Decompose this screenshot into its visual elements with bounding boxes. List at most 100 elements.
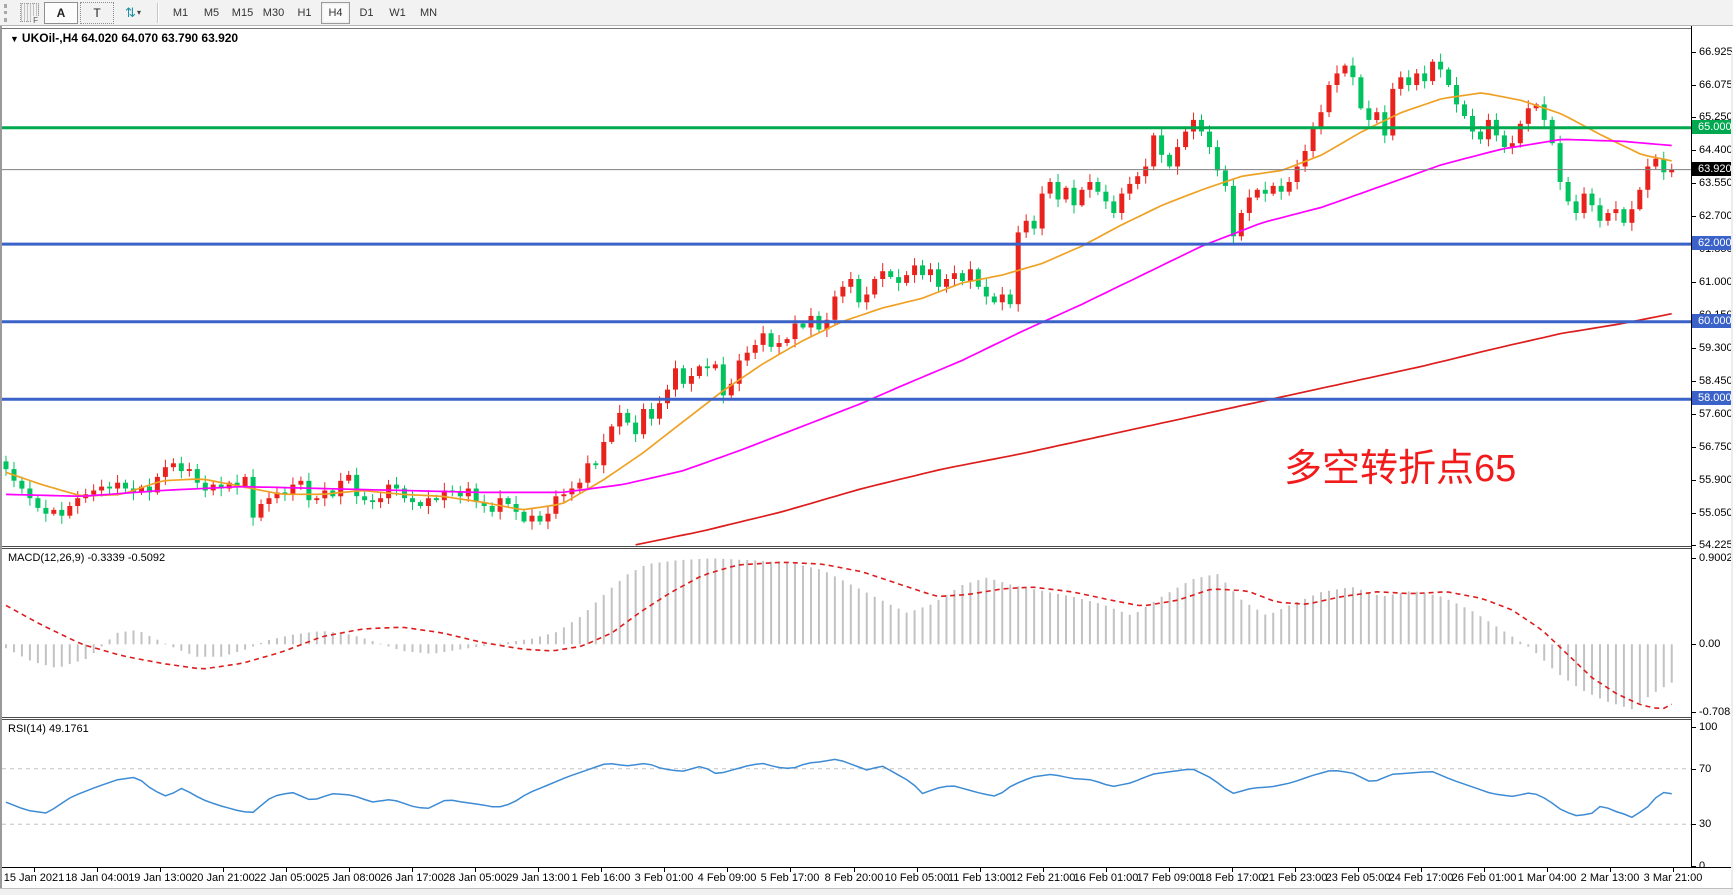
date-tick [601,868,602,872]
date-label: 18 Feb 17:00 [1199,872,1265,884]
price-tick-label: 54.225 [1699,539,1733,551]
date-label: 26 Feb 01:00 [1451,872,1517,884]
date-label: 16 Feb 01:00 [1073,872,1139,884]
timeframe-button-mn[interactable]: MN [419,6,438,19]
date-label: 15 Jan 2021 [3,872,65,884]
price-tick-label: 59.300 [1699,342,1733,354]
date-tick [1106,868,1107,872]
macd-tick-label: 0.00 [1699,638,1721,650]
pane-separator[interactable] [2,546,1733,549]
date-tick [1358,868,1359,872]
font-a-button[interactable]: A [44,1,78,24]
chart-symbol-title[interactable]: ▼ UKOil-,H4 64.020 64.070 63.790 63.920 [10,31,238,45]
axis-tick [1692,480,1696,481]
price-axis[interactable]: 66.92566.07565.25064.40063.55062.70061.8… [1691,26,1733,888]
date-label: 3 Feb 01:00 [634,872,694,884]
axis-tick [1692,117,1696,118]
price-level-badge[interactable]: 58.000 [1692,391,1733,405]
date-label: 21 Feb 23:00 [1262,872,1328,884]
axis-tick [1692,282,1696,283]
date-label: 18 Jan 04:00 [65,872,129,884]
grid-f-icon[interactable]: F [20,3,39,25]
axis-tick [1692,381,1696,382]
toolbar-separator [157,2,159,23]
price-level-badge[interactable]: 60.000 [1692,314,1733,328]
axis-tick [1692,513,1696,514]
price-tick-label: 58.450 [1699,375,1733,387]
date-label: 17 Feb 09:00 [1136,872,1202,884]
timeframe-button-m5[interactable]: M5 [203,6,220,19]
timeframe-button-m30[interactable]: M30 [262,6,285,19]
axis-tick [1692,644,1696,645]
macd-label: MACD(12,26,9) -0.3339 -0.5092 [8,552,166,564]
rsi-tick-label: 0 [1699,860,1706,872]
macd-indicator-pane[interactable] [2,549,1691,717]
macd-tick-label: 0.9002 [1699,552,1733,564]
axis-tick [1692,866,1696,867]
chinese-annotation-text[interactable]: 多空转折点65 [1284,448,1517,490]
timeframe-button-h1[interactable]: H1 [297,6,312,19]
axis-tick [1692,824,1696,825]
price-tick-label: 64.400 [1699,144,1733,156]
date-tick [1610,868,1611,872]
date-label: 1 Feb 16:00 [571,872,631,884]
timeframe-button-m15[interactable]: M15 [231,6,254,19]
axis-tick [1692,85,1696,86]
axis-tick [1692,52,1696,53]
candlestick-chart-canvas[interactable] [2,29,1691,547]
price-level-badge[interactable]: 63.920 [1692,162,1733,176]
axis-tick [1692,727,1696,728]
date-label: 25 Jan 08:00 [317,872,381,884]
cycle-symbols-button[interactable]: ⇅ ▾ [116,2,150,24]
date-label: 23 Feb 05:00 [1325,872,1391,884]
date-tick [1421,868,1422,872]
price-level-badge[interactable]: 62.000 [1692,236,1733,250]
date-label: 24 Feb 17:00 [1388,872,1454,884]
rsi-tick-label: 100 [1699,721,1718,733]
date-tick [1484,868,1485,872]
timeframe-button-m1[interactable]: M1 [172,6,189,19]
date-tick [160,868,161,872]
axis-tick [1692,414,1696,415]
price-tick-label: 55.900 [1699,474,1733,486]
timeframe-button-h4[interactable]: H4 [321,1,350,24]
date-tick [854,868,855,872]
timeframe-button-d1[interactable]: D1 [359,6,374,19]
rsi-indicator-pane[interactable] [2,720,1691,867]
price-level-badge[interactable]: 65.000 [1692,120,1733,134]
date-tick [917,868,918,872]
axis-tick [1692,558,1696,559]
date-label: 26 Jan 17:00 [380,872,444,884]
date-label: 11 Feb 13:00 [947,872,1013,884]
pane-separator[interactable] [2,717,1733,720]
date-tick [1232,868,1233,872]
date-tick [1169,868,1170,872]
collapse-triangle-icon[interactable]: ▼ [10,34,19,44]
timeframe-button-w1[interactable]: W1 [389,6,406,19]
rsi-tick-label: 70 [1699,763,1712,775]
date-axis[interactable]: 15 Jan 2021 18 Jan 04:00 19 Jan 13:00 20 Ja… [2,867,1733,889]
main-price-pane[interactable]: 多空转折点65 [2,28,1691,547]
date-label: 1 Mar 04:00 [1517,872,1577,884]
macd-chart-canvas[interactable] [2,549,1691,717]
date-tick [412,868,413,872]
date-label: 5 Feb 17:00 [760,872,820,884]
axis-tick [1692,150,1696,151]
price-tick-label: 56.750 [1699,441,1733,453]
macd-tick-label: -0.7085 [1699,706,1733,718]
date-tick [286,868,287,872]
text-t-button[interactable]: T [80,1,114,24]
date-label: 19 Jan 13:00 [128,872,192,884]
rsi-tick-label: 30 [1699,818,1712,830]
price-tick-label: 55.050 [1699,507,1733,519]
date-tick [1673,868,1674,872]
axis-tick [1692,216,1696,217]
rsi-chart-canvas[interactable] [2,720,1691,867]
top-toolbar: F A T ⇅ ▾ M1 M5 M15 M30 H1 H4 D1 W1 MN [0,0,1733,26]
date-label: 12 Feb 21:00 [1010,872,1076,884]
symbol-label: UKOil-,H4 [21,31,78,45]
price-tick-label: 63.550 [1699,177,1733,189]
rsi-label: RSI(14) 49.1761 [8,723,89,735]
axis-tick [1692,183,1696,184]
toolbar-drag-handle[interactable] [4,3,13,22]
